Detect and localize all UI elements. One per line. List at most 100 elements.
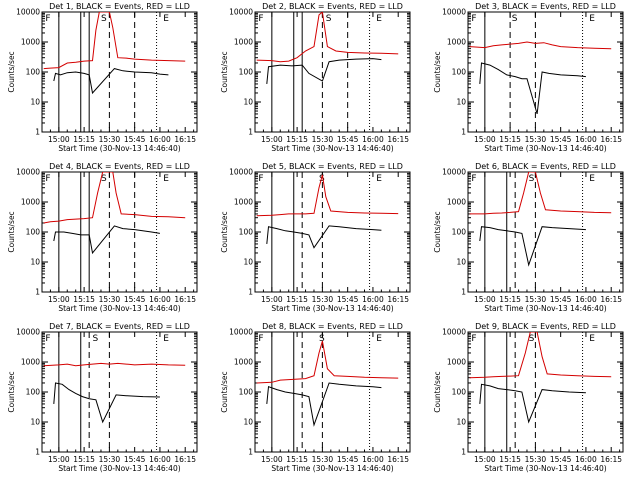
x-tick-label: 15:45: [550, 455, 572, 464]
panel-4: Det 4, BLACK = Events, RED = LLD 1 10 100 10…: [7, 162, 198, 313]
x-axis-label: Start Time (30-Nov-13 14:46:40): [58, 464, 180, 473]
y-tick-label: 1000: [21, 198, 40, 207]
panel-title: Det 5, BLACK = Events, RED = LLD: [262, 162, 403, 171]
x-axis-label: Start Time (30-Nov-13 14:46:40): [484, 464, 606, 473]
y-tick-label: 1: [35, 448, 40, 457]
panel-frame: [467, 331, 624, 453]
panel-8: Det 8, BLACK = Events, RED = LLD 1 10 100 10…: [220, 322, 411, 473]
marker-letter: F: [258, 14, 263, 24]
panel-1: Det 1, BLACK = Events, RED = LLD 1 10 100 10…: [7, 2, 198, 153]
y-tick-label: 1000: [21, 38, 40, 47]
y-tick-label: 100: [239, 68, 254, 77]
panel-title: Det 6, BLACK = Events, RED = LLD: [475, 162, 616, 171]
panel-frame: [41, 11, 198, 133]
x-tick-label: 16:00: [575, 135, 597, 144]
panel-3: Det 3, BLACK = Events, RED = LLD 1 10 100 10…: [433, 2, 624, 153]
panel-title: Det 9, BLACK = Events, RED = LLD: [475, 322, 616, 331]
x-tick-label: 15:45: [337, 135, 359, 144]
panel-title: Det 2, BLACK = Events, RED = LLD: [262, 2, 403, 11]
x-tick-label: 16:00: [575, 455, 597, 464]
panel-7: Det 7, BLACK = Events, RED = LLD 1 10 100 10…: [7, 322, 198, 473]
x-tick-label: 16:15: [174, 455, 196, 464]
panel-2: Det 2, BLACK = Events, RED = LLD 1 10 100 10…: [220, 2, 411, 153]
y-axis-label: Counts/sec: [220, 371, 229, 412]
panel-title: Det 7, BLACK = Events, RED = LLD: [49, 322, 190, 331]
y-tick-label: 1000: [447, 358, 466, 367]
x-tick-label: 15:30: [525, 455, 547, 464]
y-tick-label: 1000: [447, 198, 466, 207]
marker-letter: S: [326, 14, 332, 24]
y-tick-label: 10: [456, 418, 466, 427]
y-tick-label: 1: [35, 288, 40, 297]
x-tick-label: 15:15: [286, 295, 308, 304]
marker-letter: F: [471, 14, 476, 24]
x-tick-label: 15:00: [474, 135, 496, 144]
y-tick-label: 10: [30, 418, 40, 427]
x-axis-label: Start Time (30-Nov-13 14:46:40): [484, 304, 606, 313]
y-axis-label: Counts/sec: [7, 371, 16, 412]
panel-frame: [254, 331, 411, 453]
x-tick-label: 15:15: [73, 455, 95, 464]
y-tick-label: 10: [456, 258, 466, 267]
y-axis-label: Counts/sec: [433, 51, 442, 92]
x-axis-label: Start Time (30-Nov-13 14:46:40): [271, 464, 393, 473]
y-tick-label: 1000: [21, 358, 40, 367]
series-lld-line: [469, 41, 612, 50]
x-tick-label: 15:00: [48, 295, 70, 304]
series-lld-line: [469, 172, 612, 215]
marker-letter: F: [471, 334, 476, 344]
x-tick-label: 15:45: [550, 295, 572, 304]
y-tick-label: 10: [243, 418, 253, 427]
y-tick-label: 1: [35, 128, 40, 137]
y-tick-label: 1: [461, 128, 466, 137]
panel-title: Det 3, BLACK = Events, RED = LLD: [475, 2, 616, 11]
marker-letter: S: [93, 334, 99, 344]
x-tick-label: 15:45: [337, 455, 359, 464]
marker-letter: S: [101, 14, 107, 24]
y-tick-label: 100: [239, 388, 254, 397]
y-tick-label: 10: [30, 258, 40, 267]
x-tick-label: 15:30: [525, 135, 547, 144]
x-tick-label: 16:15: [387, 295, 409, 304]
panel-frame: [254, 11, 411, 133]
x-tick-label: 15:15: [499, 295, 521, 304]
marker-letter: F: [45, 334, 50, 344]
y-axis-label: Counts/sec: [220, 211, 229, 252]
y-tick-label: 10: [30, 98, 40, 107]
y-tick-label: 10000: [229, 8, 253, 17]
y-tick-label: 1000: [234, 358, 253, 367]
series-events-line: [479, 62, 586, 115]
x-tick-label: 15:00: [474, 295, 496, 304]
x-tick-label: 15:15: [73, 135, 95, 144]
x-tick-label: 16:15: [387, 455, 409, 464]
x-tick-label: 15:45: [550, 135, 572, 144]
x-tick-label: 16:15: [600, 295, 622, 304]
series-events-line: [479, 383, 586, 424]
marker-letter: E: [163, 174, 169, 184]
marker-letter: E: [376, 14, 382, 24]
x-tick-label: 15:30: [312, 135, 334, 144]
marker-letter: E: [376, 174, 382, 184]
x-tick-label: 15:00: [261, 295, 283, 304]
x-tick-label: 15:15: [286, 455, 308, 464]
x-tick-label: 16:15: [174, 295, 196, 304]
y-tick-label: 100: [452, 388, 467, 397]
x-tick-label: 15:45: [337, 295, 359, 304]
y-tick-label: 10000: [442, 168, 466, 177]
marker-letter: E: [589, 334, 595, 344]
marker-letter: E: [589, 174, 595, 184]
x-tick-label: 16:00: [362, 455, 384, 464]
y-tick-label: 10000: [16, 168, 40, 177]
marker-letter: E: [376, 334, 382, 344]
marker-letter: S: [529, 334, 535, 344]
panel-5: Det 5, BLACK = Events, RED = LLD 1 10 100 10…: [220, 162, 411, 313]
x-tick-label: 15:45: [124, 135, 146, 144]
series-events-line: [53, 68, 169, 95]
x-axis-label: Start Time (30-Nov-13 14:46:40): [58, 144, 180, 153]
y-tick-label: 1: [248, 128, 253, 137]
x-tick-label: 16:15: [600, 135, 622, 144]
x-tick-label: 15:15: [499, 135, 521, 144]
marker-letter: S: [101, 174, 107, 184]
y-axis-label: Counts/sec: [433, 211, 442, 252]
